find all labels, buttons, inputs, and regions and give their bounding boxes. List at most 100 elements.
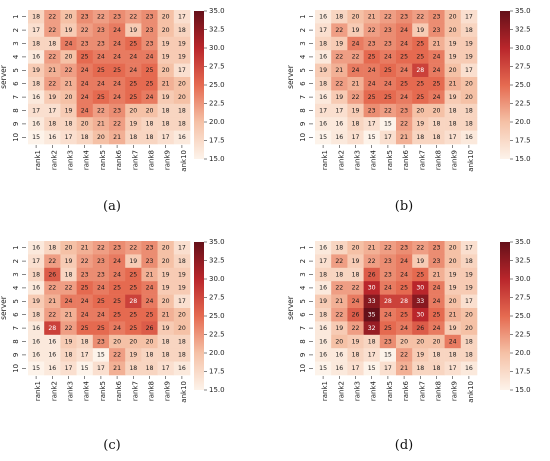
colorbar-tick-label: 35.0 xyxy=(515,7,531,15)
heatmap-cell xyxy=(460,308,478,322)
cell-value-label: 16 xyxy=(48,134,56,141)
heatmap-cell xyxy=(412,103,429,118)
colorbar-tick-label: 35.0 xyxy=(209,7,225,15)
heatmap-cell xyxy=(331,23,348,38)
cell-value-label: 22 xyxy=(368,258,376,265)
cell-value-label: 24 xyxy=(81,81,89,88)
x-tick-label: rank4 xyxy=(370,149,378,170)
heatmap-cell xyxy=(363,117,381,131)
cell-value-label: 25 xyxy=(384,94,392,101)
heatmap-cell xyxy=(76,90,94,105)
heatmap-cell xyxy=(315,130,332,145)
cell-value-label: 17 xyxy=(465,14,473,21)
y-tick-label: 9 xyxy=(12,122,20,126)
cell-value-label: 18 xyxy=(32,312,40,319)
panel-label: (c) xyxy=(103,438,120,453)
colorbar-tick-label: 15.0 xyxy=(209,386,225,394)
heatmap-cell xyxy=(412,117,429,131)
cell-value-label: 25 xyxy=(384,325,392,332)
cell-value-label: 17 xyxy=(32,258,40,265)
cell-value-label: 15 xyxy=(368,134,376,141)
cell-value-label: 20 xyxy=(162,258,170,265)
heatmap-cell xyxy=(125,267,142,282)
heatmap-cell xyxy=(125,50,142,64)
heatmap-cell xyxy=(157,50,175,64)
heatmap-cell xyxy=(76,241,94,255)
cell-value-label: 19 xyxy=(162,40,170,47)
heatmap-cell xyxy=(28,321,45,336)
heatmap-cell xyxy=(347,294,364,309)
x-tick-label: rank7 xyxy=(418,150,426,170)
heatmap-cell xyxy=(125,10,142,24)
cell-value-label: 24 xyxy=(384,312,392,319)
heatmap-cell xyxy=(109,36,126,51)
cell-value-label: 25 xyxy=(416,54,424,61)
heatmap-cell xyxy=(347,281,364,295)
heatmap-cell xyxy=(331,10,348,24)
heatmap-cell xyxy=(379,10,397,24)
cell-value-label: 19 xyxy=(178,285,186,292)
heatmap-cell xyxy=(379,117,397,131)
cell-value-label: 18 xyxy=(32,81,40,88)
cell-value-label: 15 xyxy=(384,121,392,128)
cell-value-label: 23 xyxy=(384,271,392,278)
cell-value-label: 19 xyxy=(335,94,343,101)
cell-value-label: 22 xyxy=(400,121,408,128)
heatmap-cell xyxy=(28,281,45,295)
y-tick-label: 1 xyxy=(12,245,20,249)
cell-value-label: 30 xyxy=(368,285,376,292)
cell-value-label: 24 xyxy=(368,67,376,74)
heatmap-cell xyxy=(125,334,142,349)
heatmap-cell xyxy=(28,267,45,282)
colorbar-tick-label: 15.0 xyxy=(209,155,225,163)
cell-value-label: 23 xyxy=(384,258,392,265)
cell-value-label: 16 xyxy=(32,121,40,128)
heatmap-cell xyxy=(379,77,397,91)
x-tick-label: rank8 xyxy=(148,150,156,170)
y-tick-label: 10 xyxy=(299,133,307,142)
heatmap-cell xyxy=(444,50,462,64)
heatmap-cell xyxy=(379,103,397,118)
colorbar-tick-label: 20.0 xyxy=(209,349,225,357)
heatmap-cell xyxy=(460,281,478,295)
cell-value-label: 24 xyxy=(400,67,408,74)
cell-value-label: 19 xyxy=(352,27,360,34)
cell-value-label: 23 xyxy=(400,14,408,21)
y-tick-label: 7 xyxy=(12,326,20,330)
cell-value-label: 18 xyxy=(352,352,360,359)
cell-value-label: 16 xyxy=(335,365,343,372)
y-tick-label: 7 xyxy=(299,95,307,99)
heatmap-cell xyxy=(428,130,445,145)
cell-value-label: 19 xyxy=(449,271,457,278)
cell-value-label: 18 xyxy=(32,271,40,278)
heatmap-cell xyxy=(331,361,348,376)
heatmap-cell xyxy=(444,130,462,145)
cell-value-label: 16 xyxy=(465,365,473,372)
cell-value-label: 24 xyxy=(400,258,408,265)
cell-value-label: 18 xyxy=(162,352,170,359)
heatmap-cell xyxy=(379,241,397,255)
cell-value-label: 18 xyxy=(146,352,154,359)
x-tick-label: rank1 xyxy=(321,381,329,401)
heatmap-cell xyxy=(157,254,175,269)
heatmap-cell xyxy=(363,50,381,64)
cell-value-label: 22 xyxy=(335,81,343,88)
cell-value-label: 28 xyxy=(400,298,408,305)
cell-value-label: 24 xyxy=(400,94,408,101)
cell-value-label: 25 xyxy=(433,81,441,88)
cell-value-label: 18 xyxy=(433,121,441,128)
cell-value-label: 17 xyxy=(465,245,473,252)
heatmap-cell xyxy=(157,77,175,91)
y-tick-label: 2 xyxy=(12,259,20,263)
cell-value-label: 22 xyxy=(352,285,360,292)
x-tick-label: rank1 xyxy=(321,150,329,170)
cell-value-label: 22 xyxy=(400,352,408,359)
cell-value-label: 23 xyxy=(97,27,105,34)
heatmap-cell xyxy=(125,348,142,362)
heatmap-cell xyxy=(157,130,175,145)
cell-value-label: 16 xyxy=(319,352,327,359)
cell-value-label: 16 xyxy=(48,352,56,359)
heatmap-cell xyxy=(331,63,348,78)
heatmap-cell xyxy=(173,50,191,64)
cell-value-label: 25 xyxy=(146,81,154,88)
